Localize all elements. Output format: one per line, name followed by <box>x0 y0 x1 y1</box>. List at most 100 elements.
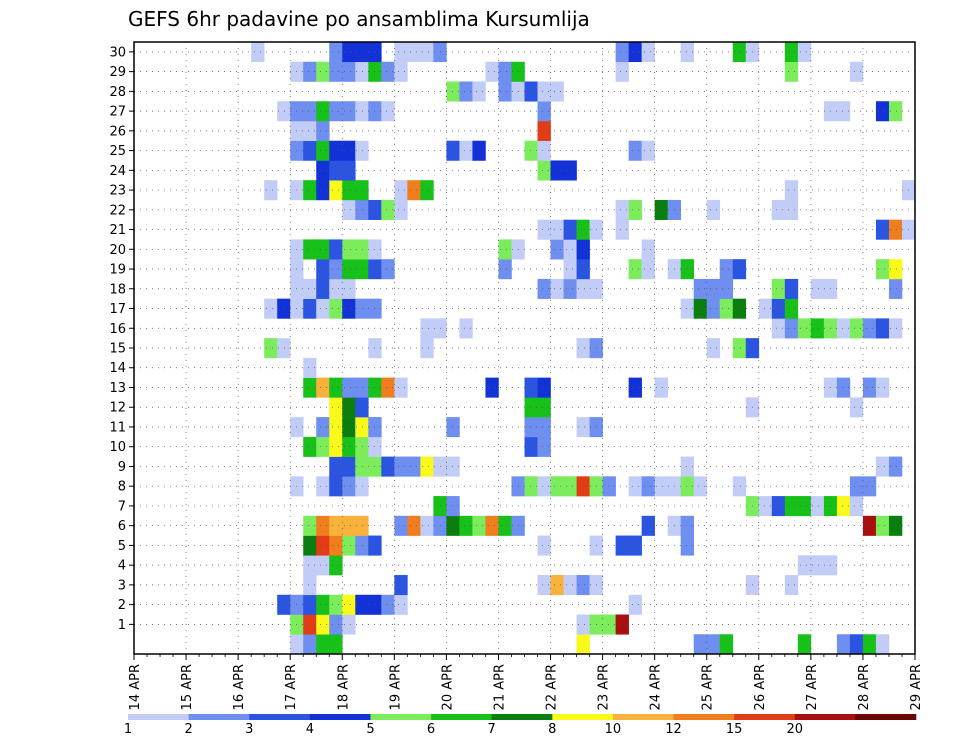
x-tick-label: 19 APR <box>388 664 403 710</box>
heatmap-cell <box>303 239 330 260</box>
heatmap-cell <box>316 476 330 497</box>
legend-label: 15 <box>726 722 743 737</box>
heatmap-cell <box>537 140 551 161</box>
heatmap-cell <box>641 476 655 497</box>
heatmap-cell <box>680 259 695 280</box>
heatmap-cell <box>420 515 434 536</box>
heatmap-cell <box>329 298 343 319</box>
heatmap-cell <box>329 397 343 418</box>
heatmap-cell <box>576 575 590 596</box>
heatmap-cell <box>576 614 590 635</box>
heatmap-cell <box>251 42 265 63</box>
heatmap-cell <box>264 180 278 201</box>
y-tick-label: 20 <box>109 243 126 258</box>
heatmap-cell <box>329 377 343 398</box>
heatmap-cell <box>888 278 903 299</box>
heatmap-cell <box>537 417 551 438</box>
x-tick-label: 24 APR <box>649 664 664 710</box>
heatmap-cell <box>680 456 695 477</box>
heatmap-cell <box>888 318 903 339</box>
heatmap-cell <box>719 298 734 319</box>
heatmap-cell <box>355 61 369 82</box>
heatmap-cell <box>537 101 551 122</box>
heatmap-cell <box>849 496 864 517</box>
heatmap-cell <box>316 417 330 438</box>
y-tick-label: 18 <box>109 282 126 297</box>
heatmap-cell <box>420 318 447 339</box>
legend-swatch <box>249 714 311 720</box>
heatmap-cell <box>355 397 369 418</box>
y-tick-label: 7 <box>118 499 126 514</box>
heatmap-cell <box>381 377 395 398</box>
heatmap-cell <box>472 140 486 161</box>
heatmap-cell <box>329 101 356 122</box>
heatmap-cell <box>381 594 395 615</box>
x-tick-label: 29 APR <box>909 664 924 710</box>
heatmap-cell <box>303 614 317 635</box>
heatmap-cell <box>771 278 786 299</box>
heatmap-cell <box>862 377 877 398</box>
heatmap-cell <box>277 298 291 319</box>
heatmap-cell <box>329 259 343 280</box>
heatmap-cell <box>537 120 551 142</box>
heatmap-cell <box>550 239 564 260</box>
heatmap-cell <box>394 456 421 477</box>
heatmap-cell <box>784 278 799 299</box>
heatmap-cell <box>524 377 538 398</box>
heatmap-cell <box>329 555 343 576</box>
heatmap-cell <box>329 515 369 536</box>
legend-label: 12 <box>665 722 682 737</box>
heatmap-cell <box>277 338 291 359</box>
y-tick-label: 2 <box>118 598 126 613</box>
x-tick-label: 18 APR <box>336 664 351 710</box>
heatmap-cell <box>693 476 708 497</box>
heatmap-cell <box>329 456 356 477</box>
heatmap-cell <box>342 436 356 457</box>
y-tick-label: 30 <box>109 45 126 60</box>
heatmap-cell <box>875 318 890 339</box>
y-tick-label: 19 <box>109 263 126 278</box>
heatmap-cell <box>563 219 577 240</box>
heatmap-cell <box>719 634 734 655</box>
heatmap-cell <box>316 614 330 635</box>
heatmap-cell <box>732 338 747 359</box>
heatmap-cell <box>550 575 564 596</box>
heatmap-cell <box>641 42 655 63</box>
x-tick-label: 20 APR <box>440 664 455 710</box>
heatmap-cell <box>355 436 369 457</box>
heatmap-cell <box>537 377 551 398</box>
heatmap-cell <box>316 61 330 82</box>
heatmap-cell <box>446 417 460 438</box>
legend-swatch <box>552 714 614 720</box>
heatmap-cell <box>485 377 499 398</box>
heatmap-cell <box>342 199 356 220</box>
y-tick-label: 14 <box>109 361 126 376</box>
heatmap-cell <box>394 199 408 220</box>
heatmap-cell <box>563 278 577 299</box>
heatmap-cell <box>446 456 460 477</box>
heatmap-cell <box>693 634 721 655</box>
heatmap-cell <box>784 298 799 319</box>
heatmap-cell <box>862 634 877 655</box>
x-tick-label: 17 APR <box>284 664 299 710</box>
heatmap-cell <box>810 496 825 517</box>
heatmap-cell <box>394 180 408 201</box>
heatmap-cell <box>498 259 512 280</box>
heatmap-cell <box>355 101 369 122</box>
heatmap-cell <box>329 535 343 556</box>
heatmap-cell <box>615 219 629 240</box>
heatmap-cell <box>303 61 317 82</box>
x-tick-label: 16 APR <box>232 664 247 710</box>
heatmap-cell <box>316 377 330 398</box>
y-tick-label: 10 <box>109 440 126 455</box>
heatmap-cell <box>303 535 317 556</box>
heatmap-cell <box>524 476 538 497</box>
heatmap-cell <box>290 634 304 655</box>
heatmap-cell <box>394 42 434 63</box>
heatmap-cell <box>888 515 903 536</box>
color-legend: 1 2 3 4 5 6 7 8 10 12 15 20 <box>124 714 917 737</box>
heatmap-cell <box>810 318 825 339</box>
heatmap-cell <box>615 42 629 63</box>
heatmap-cell <box>784 575 799 596</box>
heatmap-cell <box>277 594 291 615</box>
